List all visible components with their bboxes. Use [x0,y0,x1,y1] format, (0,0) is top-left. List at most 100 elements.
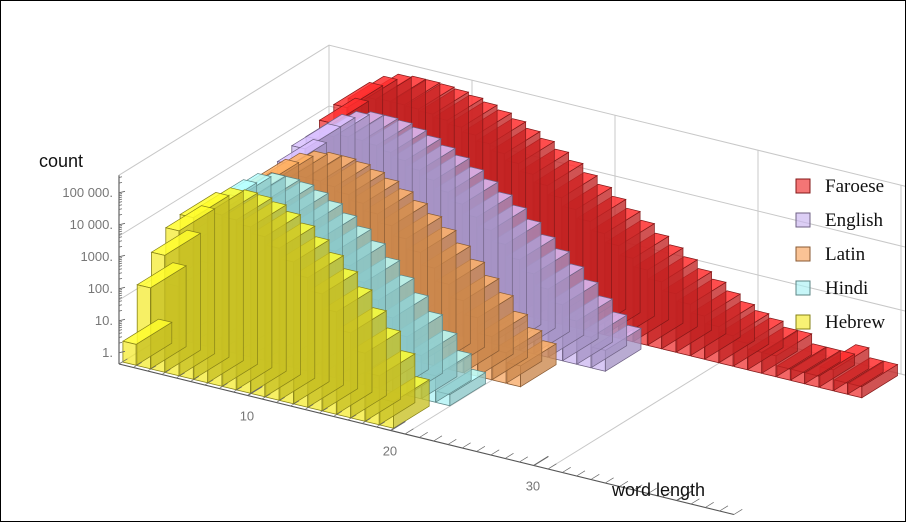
legend-swatch [795,212,811,228]
legend-swatch [795,280,811,296]
y-axis-tick [118,198,123,201]
y-axis-tick [118,300,123,302]
x-axis-tick [447,439,457,445]
x-axis-tick [304,404,314,410]
y-tick-label: 100. [88,281,113,296]
series-hebrew [122,187,431,429]
legend-item-latin: Latin [795,244,866,265]
y-axis-tick [118,286,126,290]
y-axis-tick [118,318,126,322]
x-axis-tick [218,383,228,389]
x-tick-label: 30 [526,479,540,494]
y-tick-label: 10. [95,313,113,328]
bar-front-face [122,340,137,366]
x-axis-tick [247,385,263,397]
y-axis-tick [118,272,123,274]
y-axis-tick [118,268,123,270]
bar-hebrew [136,262,187,370]
y-axis-tick [118,233,123,235]
y-axis-tick [118,194,123,197]
y-tick-label: 1. [102,345,113,360]
x-tick-labels: 10 20 30 [240,409,540,494]
y-axis-tick [118,336,123,338]
x-axis-tick [261,393,271,400]
x-axis-tick [333,411,343,417]
x-axis-tick [233,386,242,393]
x-axis-tick [647,488,657,494]
y-axis-tick [118,254,126,258]
y-axis-tick [118,341,123,344]
y-axis-tick [118,289,123,291]
y-axis-tick [118,265,123,267]
x-axis-tick [733,509,743,515]
x-axis-tick [133,362,142,368]
y-tick-label: 100 000. [62,185,113,200]
x-axis-tick [419,432,428,438]
x-axis-tick [433,435,443,442]
y-axis-tick [118,240,123,242]
y-tick-label: 10 000. [70,217,113,232]
legend-label: Hebrew [825,312,885,333]
x-axis-tick [404,428,414,435]
x-axis-tick [719,505,729,512]
y-tick-label: 1000. [80,249,113,264]
y-axis-tick [118,213,123,216]
y-axis-tick [118,262,123,265]
x-axis-tick [533,455,549,467]
y-axis-tick [118,304,123,306]
y-axis-tick [118,329,123,331]
x-axis-tick [476,446,486,452]
y-axis-tick [118,309,123,312]
x-axis-tick [147,365,157,372]
x-axis-tick [319,407,328,414]
series-layer [122,73,899,429]
legend-label: Faroese [825,176,884,197]
y-axis-tick [118,324,123,327]
y-axis-tick [118,176,123,178]
x-axis-tick [490,449,500,456]
y-axis-tick [118,257,123,259]
legend-item-hebrew: Hebrew [795,312,885,333]
y-axis-tick [118,277,123,280]
x-axis-tick [462,442,471,449]
x-axis-tick [190,376,200,382]
legend-swatch [795,178,811,194]
x-axis-tick [519,456,528,463]
y-axis-tick [118,226,123,229]
x-axis-tick [605,477,614,484]
x-axis-tick [590,474,600,480]
x-axis-tick [690,498,700,505]
legend-swatch [795,314,811,330]
y-axis-tick [118,294,123,297]
x-axis-tick [376,421,385,428]
x-axis-tick [204,379,214,386]
x-axis-tick [161,369,171,375]
legend-label: English [825,210,884,231]
legend-item-hindi: Hindi [795,278,868,299]
y-axis-tick [118,201,123,203]
x-axis-tick [619,481,629,487]
x-axis-tick [390,420,406,432]
y-axis-tick [118,181,123,184]
y-axis-tick [118,326,123,329]
y-axis-tick [118,236,123,238]
front-axes [118,175,743,516]
y-axis-tick [118,332,123,334]
x-axis-tick [676,490,692,502]
y-axis-tick [118,228,123,231]
x-axis-tick [118,358,128,365]
y-axis-tick [118,225,123,227]
x-tick-label: 10 [240,409,254,424]
legend-label: Latin [825,244,866,265]
x-axis-tick [547,463,557,470]
y-axis-title: count [39,151,83,171]
x-axis-tick [662,491,671,498]
y-axis-tick [118,322,123,325]
x-axis-tick [633,484,643,491]
y-axis-tick [118,208,123,210]
x-axis-tick [290,400,300,407]
x-axis-tick [504,453,514,459]
y-axis-tick [118,258,123,261]
x-axis-tick [705,502,714,508]
